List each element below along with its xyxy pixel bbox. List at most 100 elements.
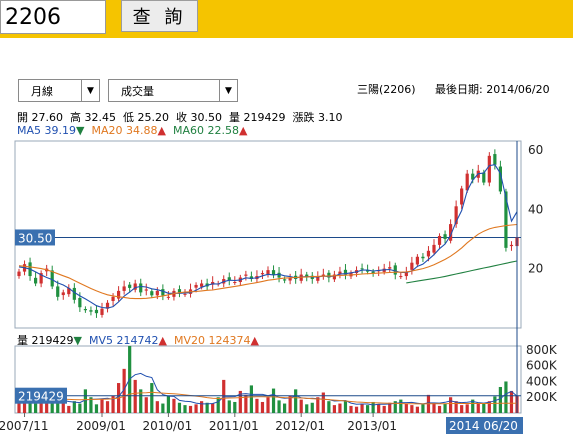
candle-body — [89, 310, 93, 312]
volume-bar — [288, 395, 292, 413]
candle-body — [56, 286, 60, 297]
volume-bar — [200, 401, 204, 413]
ma20-legend: MA20 34.88 — [91, 124, 158, 137]
volume-bar — [465, 404, 469, 413]
volume-bar — [260, 401, 265, 413]
volume-bar — [144, 397, 148, 413]
volume-bar — [194, 404, 198, 413]
ohlc-change: 漲跌 3.10 — [292, 111, 343, 124]
x-tick-label: 2010/01 — [142, 419, 192, 433]
price-tick-label: 20 — [528, 262, 543, 276]
x-tick-label: 2007/11 — [0, 419, 48, 433]
volume-bar — [305, 404, 309, 413]
volume-bar — [266, 397, 270, 413]
candle-body — [105, 302, 110, 309]
chevron-down-icon: ▼ — [219, 80, 237, 101]
candle-body — [415, 256, 419, 265]
candle-body — [122, 286, 126, 291]
candle-body — [504, 191, 508, 248]
candle-body — [67, 287, 71, 295]
candle-body — [100, 308, 104, 315]
mv20-legend: MV20 124374 — [173, 334, 251, 347]
candle-body — [117, 290, 121, 299]
query-button[interactable]: 查 詢 — [121, 0, 198, 32]
volume-bar — [310, 402, 314, 413]
volume-bar — [487, 401, 491, 413]
candle-body — [227, 277, 231, 281]
candle-body — [194, 284, 198, 288]
volume-bar — [122, 368, 126, 413]
volume-bar — [17, 398, 21, 413]
candle-body — [482, 172, 486, 183]
stock-name: 三陽(2206) — [357, 83, 416, 96]
candle-body — [111, 296, 115, 301]
x-tick-label: 2012/01 — [275, 419, 325, 433]
candle-body — [61, 292, 65, 296]
volume-bar — [437, 405, 442, 413]
candle-body — [271, 270, 276, 275]
volume-bar — [172, 398, 176, 413]
candle-body — [17, 271, 21, 277]
ma5-legend: MA5 39.19 — [17, 124, 77, 137]
triangle-down-icon: ▼ — [73, 334, 82, 347]
volume-bar — [471, 399, 475, 413]
price-marker-box — [15, 229, 55, 246]
volume-bar — [476, 402, 480, 413]
triangle-up-icon: ▲ — [250, 334, 259, 347]
volume-bar — [139, 389, 143, 413]
mv20-line — [19, 391, 517, 405]
volume-bar — [105, 401, 110, 413]
ohlc-open: 開 27.60 — [17, 111, 63, 124]
volume-tick-label: 400K — [526, 374, 558, 388]
volume-bar — [133, 379, 137, 413]
volume-bar — [94, 404, 99, 413]
price-marker-label: 30.50 — [18, 231, 52, 245]
volume-bar — [338, 403, 342, 413]
candle-body — [426, 250, 431, 257]
candle-body — [133, 283, 137, 290]
ohlc-high: 高 32.45 — [70, 111, 116, 124]
volume-tick-label: 200K — [526, 390, 558, 404]
volume-bar — [150, 383, 154, 413]
volume-bar — [166, 395, 170, 413]
candle-body — [155, 290, 159, 296]
candle-body — [437, 235, 442, 245]
candle-body — [249, 276, 253, 280]
indicator-select[interactable]: 成交量 ▼ — [108, 79, 238, 102]
volume-bar — [377, 404, 381, 413]
candle-body — [288, 277, 292, 281]
last-date: 最後日期: 2014/06/20 — [435, 83, 550, 96]
volume-bar — [294, 389, 298, 413]
volume-bar — [271, 388, 276, 413]
volume-bar — [233, 401, 237, 413]
ohlc-close: 收 30.50 — [176, 111, 222, 124]
volume-bar — [509, 390, 514, 413]
volume-bar — [366, 405, 370, 413]
candle-body — [161, 289, 165, 296]
volume-bar — [238, 390, 242, 413]
volume-bar — [67, 405, 71, 413]
volume-bar — [50, 401, 54, 413]
volume-marker-box — [15, 387, 67, 404]
volume-bar — [100, 398, 104, 413]
volume-bar — [415, 406, 419, 413]
candle-body — [332, 274, 336, 280]
stock-code-input[interactable] — [0, 0, 106, 34]
volume-bar — [28, 401, 32, 413]
period-select[interactable]: 月線 ▼ — [18, 79, 100, 102]
x-tick-label: 2009/01 — [76, 419, 126, 433]
triangle-up-icon: ▲ — [238, 124, 248, 137]
candle-body — [177, 289, 182, 293]
triangle-down-icon: ▼ — [76, 124, 85, 137]
volume-bar — [371, 401, 375, 413]
volume-bar — [78, 403, 82, 413]
candle-body — [421, 256, 425, 259]
volume-bar — [155, 401, 159, 413]
volume-bar — [349, 405, 353, 413]
volume-bar — [283, 403, 287, 413]
volume-bar — [34, 403, 38, 413]
candle-body — [343, 269, 348, 275]
candle-body — [360, 268, 364, 270]
candle-body — [183, 293, 187, 295]
